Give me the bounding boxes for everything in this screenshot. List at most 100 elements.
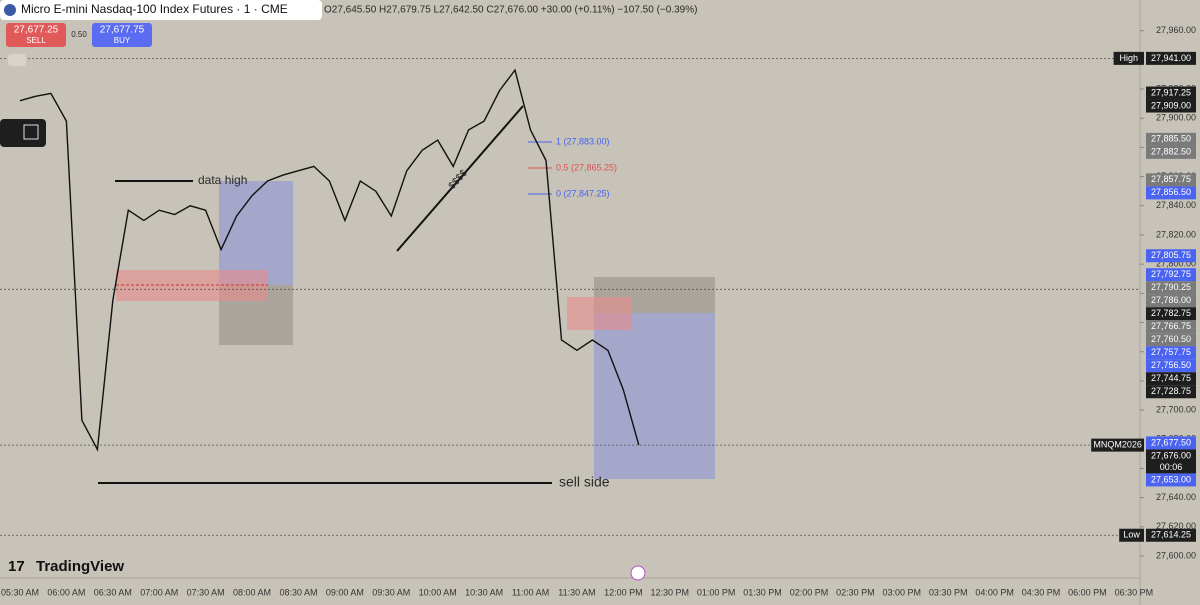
price-badge-label: 27,917.25 [1151,87,1191,97]
y-tick-label: 27,640.00 [1156,492,1196,502]
buy-button[interactable] [92,23,152,47]
y-tick-label: 27,960.00 [1156,25,1196,35]
price-badge-label: 27,782.75 [1151,308,1191,318]
spread: 0.50 [71,30,87,39]
price-badge [1146,281,1196,295]
price-tag [1119,528,1144,542]
price-line [19,68,640,452]
logo-mark: 17 [8,558,25,575]
y-tick-label: 27,600.00 [1156,550,1196,560]
price-badge-label: 27,805.75 [1151,250,1191,260]
price-badge [1146,333,1196,347]
x-tick-label: 07:00 AM [140,587,178,597]
x-tick-label: 06:00 PM [1068,587,1107,597]
x-tick-label: 03:30 PM [929,587,968,597]
flag-icon [4,4,16,16]
x-tick-label: 07:30 AM [187,587,225,597]
price-badge [1146,132,1196,146]
y-tick-label: 27,800.00 [1156,259,1196,269]
price-badge [1146,528,1196,542]
price-badge-label: 27,786.00 [1151,295,1191,305]
x-tick-label: 08:00 AM [233,587,271,597]
price-badge-label: 27,676.00 [1151,450,1191,460]
fib-label: 0.5 (27,865.25) [556,162,617,172]
price-badge-label: 27,757.75 [1151,347,1191,357]
price-badge [1146,359,1196,373]
price-badge-label: 27,792.75 [1151,269,1191,279]
x-tick-label: 12:00 PM [604,587,643,597]
price-badge-label: 27,728.75 [1151,386,1191,396]
x-tick-label: 03:00 PM [883,587,922,597]
short-position-target [594,313,715,479]
x-tick-label: 02:00 PM [790,587,829,597]
x-tick-label: 05:30 AM [1,587,39,597]
fib-label: 0 (27,847.25) [556,188,610,198]
y-tick-label: 27,840.00 [1156,200,1196,210]
price-tag [1113,51,1144,65]
price-badge [1146,294,1196,308]
price-badge-label: 27,790.25 [1151,282,1191,292]
y-tick-label: 27,820.00 [1156,229,1196,239]
price-badge [1146,99,1196,113]
price-badge-label: 27,885.50 [1151,134,1191,144]
price-badge-label: 27,857.75 [1151,174,1191,184]
price-badge [1146,307,1196,321]
price-badge-label: 27,909.00 [1151,100,1191,110]
x-tick-label: 06:30 PM [1115,587,1154,597]
x-tick-label: 11:00 AM [512,587,549,597]
sell-button[interactable] [6,23,66,47]
price-badge-label: 27,756.50 [1151,360,1191,370]
price-badge-label: 27,760.50 [1151,334,1191,344]
collapse-button[interactable] [8,54,26,66]
x-tick-label: 01:00 PM [697,587,736,597]
price-badge [1146,173,1196,187]
supply-zone [567,297,631,330]
toolbar-icon [23,124,39,140]
symbol-box[interactable] [0,0,322,20]
price-badge [1146,86,1196,100]
price-badge [1146,186,1196,200]
price-badge [1146,346,1196,360]
price-badge [1146,385,1196,399]
buy-label: BUY [114,36,131,45]
price-badge [1146,145,1196,159]
price-badge-label: 27,856.50 [1151,187,1191,197]
plot [0,57,1140,536]
price-badge [1146,268,1196,282]
price-badge-label: 27,882.50 [1151,147,1191,157]
ohlc: O27,645.50 H27,679.75 L27,642.50 C27,676… [324,5,697,16]
price-badge [1146,320,1196,334]
price-badge-label: 27,653.00 [1151,474,1191,484]
x-tick-label: 04:00 PM [975,587,1014,597]
price-badge-sub: 00:06 [1160,462,1183,472]
x-tick-label: 10:00 AM [419,587,457,597]
sell-label: SELL [26,36,46,45]
x-tick-label: 02:30 PM [836,587,875,597]
x-tick-label: 08:30 AM [279,587,317,597]
buy-price: 27,677.75 [100,25,145,36]
price-tag-label: High [1120,53,1139,63]
x-tick-label: 09:00 AM [326,587,364,597]
price-badge-label: 27,941.00 [1151,53,1191,63]
price-badge [1146,249,1196,263]
x-tick-label: 10:30 AM [465,587,503,597]
fib-label: 1 (27,883.00) [556,136,610,146]
x-tick-label: 06:00 AM [47,587,85,597]
price-tag-label: MNQM2026 [1093,439,1142,449]
event-icon[interactable] [630,565,646,581]
drawing-toolbar[interactable] [0,119,46,147]
x-tick-label: 01:30 PM [743,587,782,597]
price-badge [1146,372,1196,386]
x-tick-label: 09:30 AM [372,587,410,597]
long-position-target [219,181,293,285]
price-badge [1146,449,1196,474]
price-badge-label: 27,614.25 [1151,530,1191,540]
branding: TradingView [36,558,124,575]
symbol-title: Micro E-mini Nasdaq-100 Index Futures · … [21,2,288,16]
y-tick-label: 27,900.00 [1156,113,1196,123]
y-tick-label: 27,700.00 [1156,404,1196,414]
price-tag-label: Low [1123,530,1140,540]
x-tick-label: 04:30 PM [1022,587,1061,597]
price-badge-label: 27,677.50 [1151,437,1191,447]
